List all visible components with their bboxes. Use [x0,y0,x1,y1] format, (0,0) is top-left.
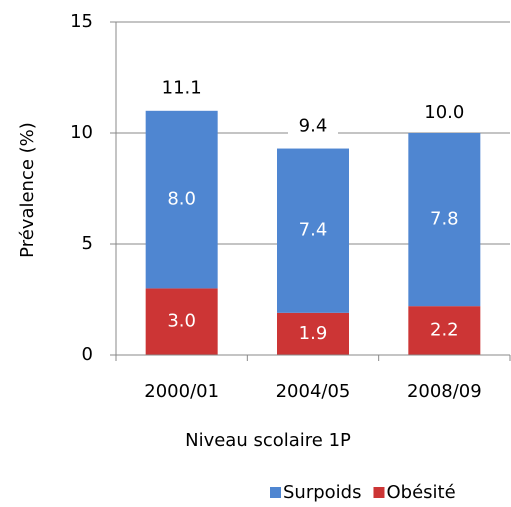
bar-segment [277,312,349,355]
bar-segment [408,306,481,355]
y-axis-label: Prévalence (%) [17,122,38,258]
segment-label: 1.9 [299,323,328,344]
segment-label: 3.0 [167,311,196,332]
x-tick-label: 2000/01 [144,381,219,402]
bar-segment [145,110,218,289]
y-tick-label: 15 [70,11,93,32]
total-label-bg [419,102,470,124]
total-label-bg [156,77,207,100]
legend-swatch [373,487,385,498]
total-label-bg [288,115,338,138]
total-label: 9.4 [299,115,328,136]
legend-label: Surpoids [283,482,361,503]
bar-segment [408,133,481,307]
y-tick-label: 5 [82,233,93,254]
total-label: 10.0 [424,102,464,123]
legend-swatch [270,487,281,498]
segment-label: 8.0 [167,189,196,210]
x-tick-label: 2004/05 [276,381,351,402]
segment-label: 7.8 [430,209,459,230]
legend-label: Obésité [386,482,455,503]
segment-label: 7.4 [299,220,328,241]
x-tick-label: 2008/09 [407,381,482,402]
y-tick-label: 10 [70,122,93,143]
x-axis-label: Niveau scolaire 1P [185,430,351,451]
total-label: 11.1 [162,78,202,99]
bar-segment [145,288,218,355]
segment-label: 2.2 [430,320,459,341]
y-tick-label: 0 [82,344,93,365]
bar-segment [277,148,349,313]
